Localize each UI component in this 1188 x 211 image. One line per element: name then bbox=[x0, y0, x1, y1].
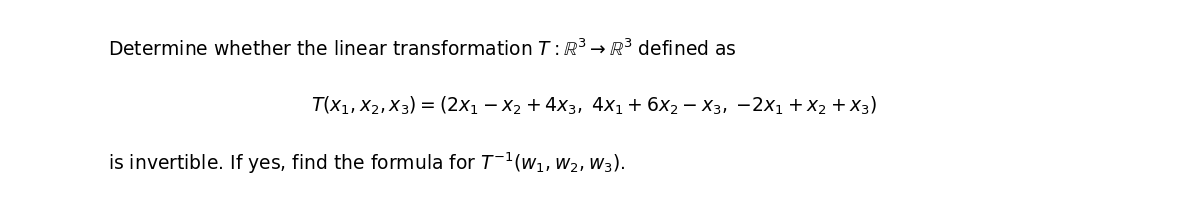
Text: is invertible. If yes, find the formula for $T^{-1}(w_1, w_2, w_3)$.: is invertible. If yes, find the formula … bbox=[108, 151, 626, 176]
Text: Determine whether the linear transformation $T : \mathbb{R}^3 \to \mathbb{R}^3$ : Determine whether the linear transformat… bbox=[108, 39, 737, 60]
Text: $T(x_1, x_2, x_3) = (2x_1 - x_2 + 4x_3,\; 4x_1 + 6x_2 - x_3,\; {-2x_1} + x_2 + x: $T(x_1, x_2, x_3) = (2x_1 - x_2 + 4x_3,\… bbox=[311, 94, 877, 117]
